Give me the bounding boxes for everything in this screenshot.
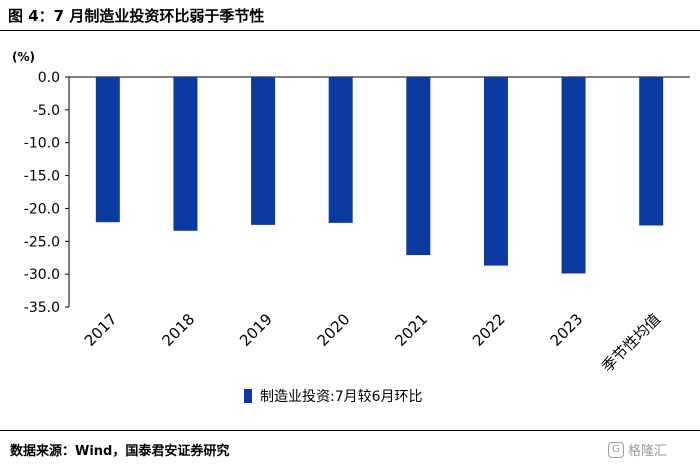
y-tick-label: -10.0 — [24, 136, 60, 152]
source-note: 数据来源：Wind，国泰君安证券研究 — [10, 444, 230, 459]
bar-2020 — [328, 77, 353, 223]
x-tick-label: 2020 — [314, 310, 354, 350]
y-tick-label: -20.0 — [24, 201, 60, 217]
watermark-logo-icon: G — [608, 441, 624, 458]
legend-label: 制造业投资:7月较6月环比 — [260, 389, 423, 405]
x-tick-label: 2019 — [236, 310, 276, 350]
bar-2023 — [561, 77, 586, 274]
bar-2017 — [95, 77, 120, 223]
legend-swatch — [244, 389, 252, 403]
title-rule — [0, 30, 700, 31]
y-tick-label: -5.0 — [33, 103, 60, 119]
legend: 制造业投资:7月较6月环比 — [244, 386, 423, 406]
source-rule — [0, 430, 700, 431]
watermark: G 格隆汇 — [608, 440, 667, 459]
bar-2019 — [251, 77, 276, 225]
bar-2022 — [483, 77, 508, 266]
x-tick-label: 2021 — [391, 310, 431, 350]
x-tick-label: 2017 — [81, 310, 121, 350]
watermark-text: 格隆汇 — [628, 444, 668, 459]
y-axis-unit: (%) — [12, 50, 35, 64]
y-tick-label: -30.0 — [24, 267, 60, 283]
x-tick-label: 2023 — [547, 310, 587, 350]
x-tick-label: 季节性均值 — [598, 310, 664, 376]
bar-2018 — [173, 77, 198, 231]
y-tick-label: 0.0 — [38, 70, 60, 86]
x-tick-label: 2022 — [469, 310, 509, 350]
y-tick-label: -35.0 — [24, 300, 60, 316]
bar-季节性均值 — [639, 77, 664, 226]
bar-2021 — [406, 77, 431, 256]
x-tick-label: 2018 — [159, 310, 199, 350]
figure-title: 图 4：7 月制造业投资环比弱于季节性 — [8, 7, 265, 25]
y-tick-label: -25.0 — [24, 234, 60, 250]
y-tick-label: -15.0 — [24, 169, 60, 185]
